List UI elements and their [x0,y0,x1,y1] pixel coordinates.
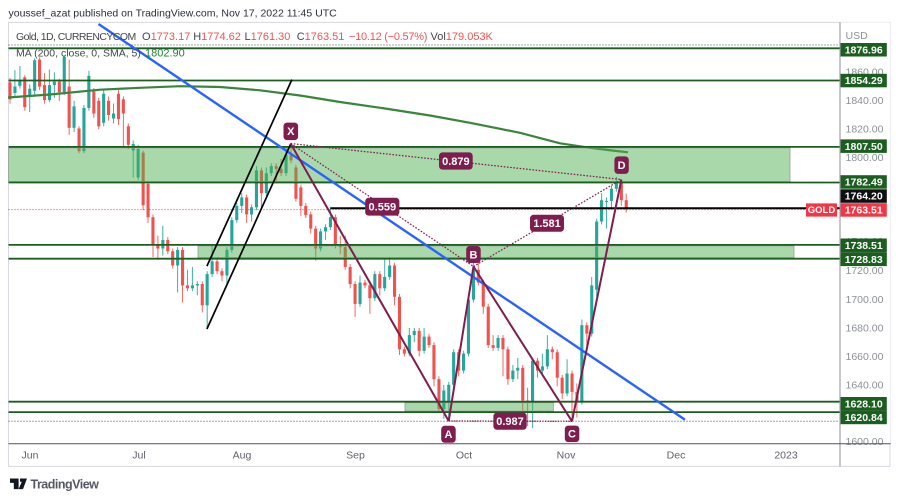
svg-text:0.987: 0.987 [496,416,524,428]
svg-text:1764.20: 1764.20 [845,191,883,203]
svg-text:1600.00: 1600.00 [846,436,884,448]
svg-text:1763.51: 1763.51 [845,205,883,217]
svg-text:Jun: Jun [22,450,39,462]
svg-text:1660.00: 1660.00 [846,351,884,363]
svg-text:C: C [568,429,576,441]
svg-text:1700.00: 1700.00 [846,294,884,306]
svg-text:1680.00: 1680.00 [846,323,884,335]
svg-text:0.879: 0.879 [442,156,470,168]
svg-text:Gold, 1D, CURRENCYCOM: Gold, 1D, CURRENCYCOM [16,31,136,43]
svg-text:1738.51: 1738.51 [845,240,883,252]
svg-text:1782.49: 1782.49 [845,177,883,189]
svg-text:GOLD: GOLD [808,205,836,216]
svg-text:MA (200, close, 0, SMA, 5): MA (200, close, 0, SMA, 5) [16,48,141,60]
svg-text:1876.96: 1876.96 [845,44,883,56]
svg-text:B: B [470,249,478,261]
svg-text:−10.12 (−0.57%): −10.12 (−0.57%) [349,31,427,43]
svg-text:USD: USD [846,30,869,42]
svg-text:Vol179.053K: Vol179.053K [431,31,494,43]
svg-text:X: X [287,126,295,138]
svg-text:C1763.51: C1763.51 [297,31,345,43]
svg-text:L1761.30: L1761.30 [245,31,291,43]
svg-text:1.581: 1.581 [533,218,561,230]
svg-text:1840.00: 1840.00 [846,95,884,107]
svg-text:H1774.62: H1774.62 [193,31,241,43]
svg-text:1802.90: 1802.90 [145,48,185,60]
svg-text:1820.00: 1820.00 [846,123,884,135]
svg-text:youssef_azat published on Trad: youssef_azat published on TradingView.co… [9,8,338,20]
svg-text:1728.83: 1728.83 [845,254,883,266]
svg-text:2023: 2023 [774,450,798,462]
svg-text:0.559: 0.559 [369,202,397,214]
svg-text:1720.00: 1720.00 [846,265,884,277]
svg-text:Dec: Dec [667,450,686,462]
svg-text:TradingView: TradingView [31,477,100,491]
svg-text:1807.50: 1807.50 [845,141,883,153]
svg-text:Sep: Sep [346,450,365,462]
svg-text:Nov: Nov [557,450,576,462]
svg-text:A: A [445,429,453,441]
svg-text:1800.00: 1800.00 [846,152,884,164]
svg-text:1854.29: 1854.29 [845,75,883,87]
svg-text:Oct: Oct [456,450,472,462]
svg-text:1628.10: 1628.10 [845,398,883,410]
svg-text:D: D [618,160,626,172]
svg-text:1620.84: 1620.84 [845,412,883,424]
svg-text:1640.00: 1640.00 [846,379,884,391]
svg-text:O1773.17: O1773.17 [142,31,190,43]
svg-text:Jul: Jul [132,450,145,462]
svg-text:Aug: Aug [233,450,252,462]
